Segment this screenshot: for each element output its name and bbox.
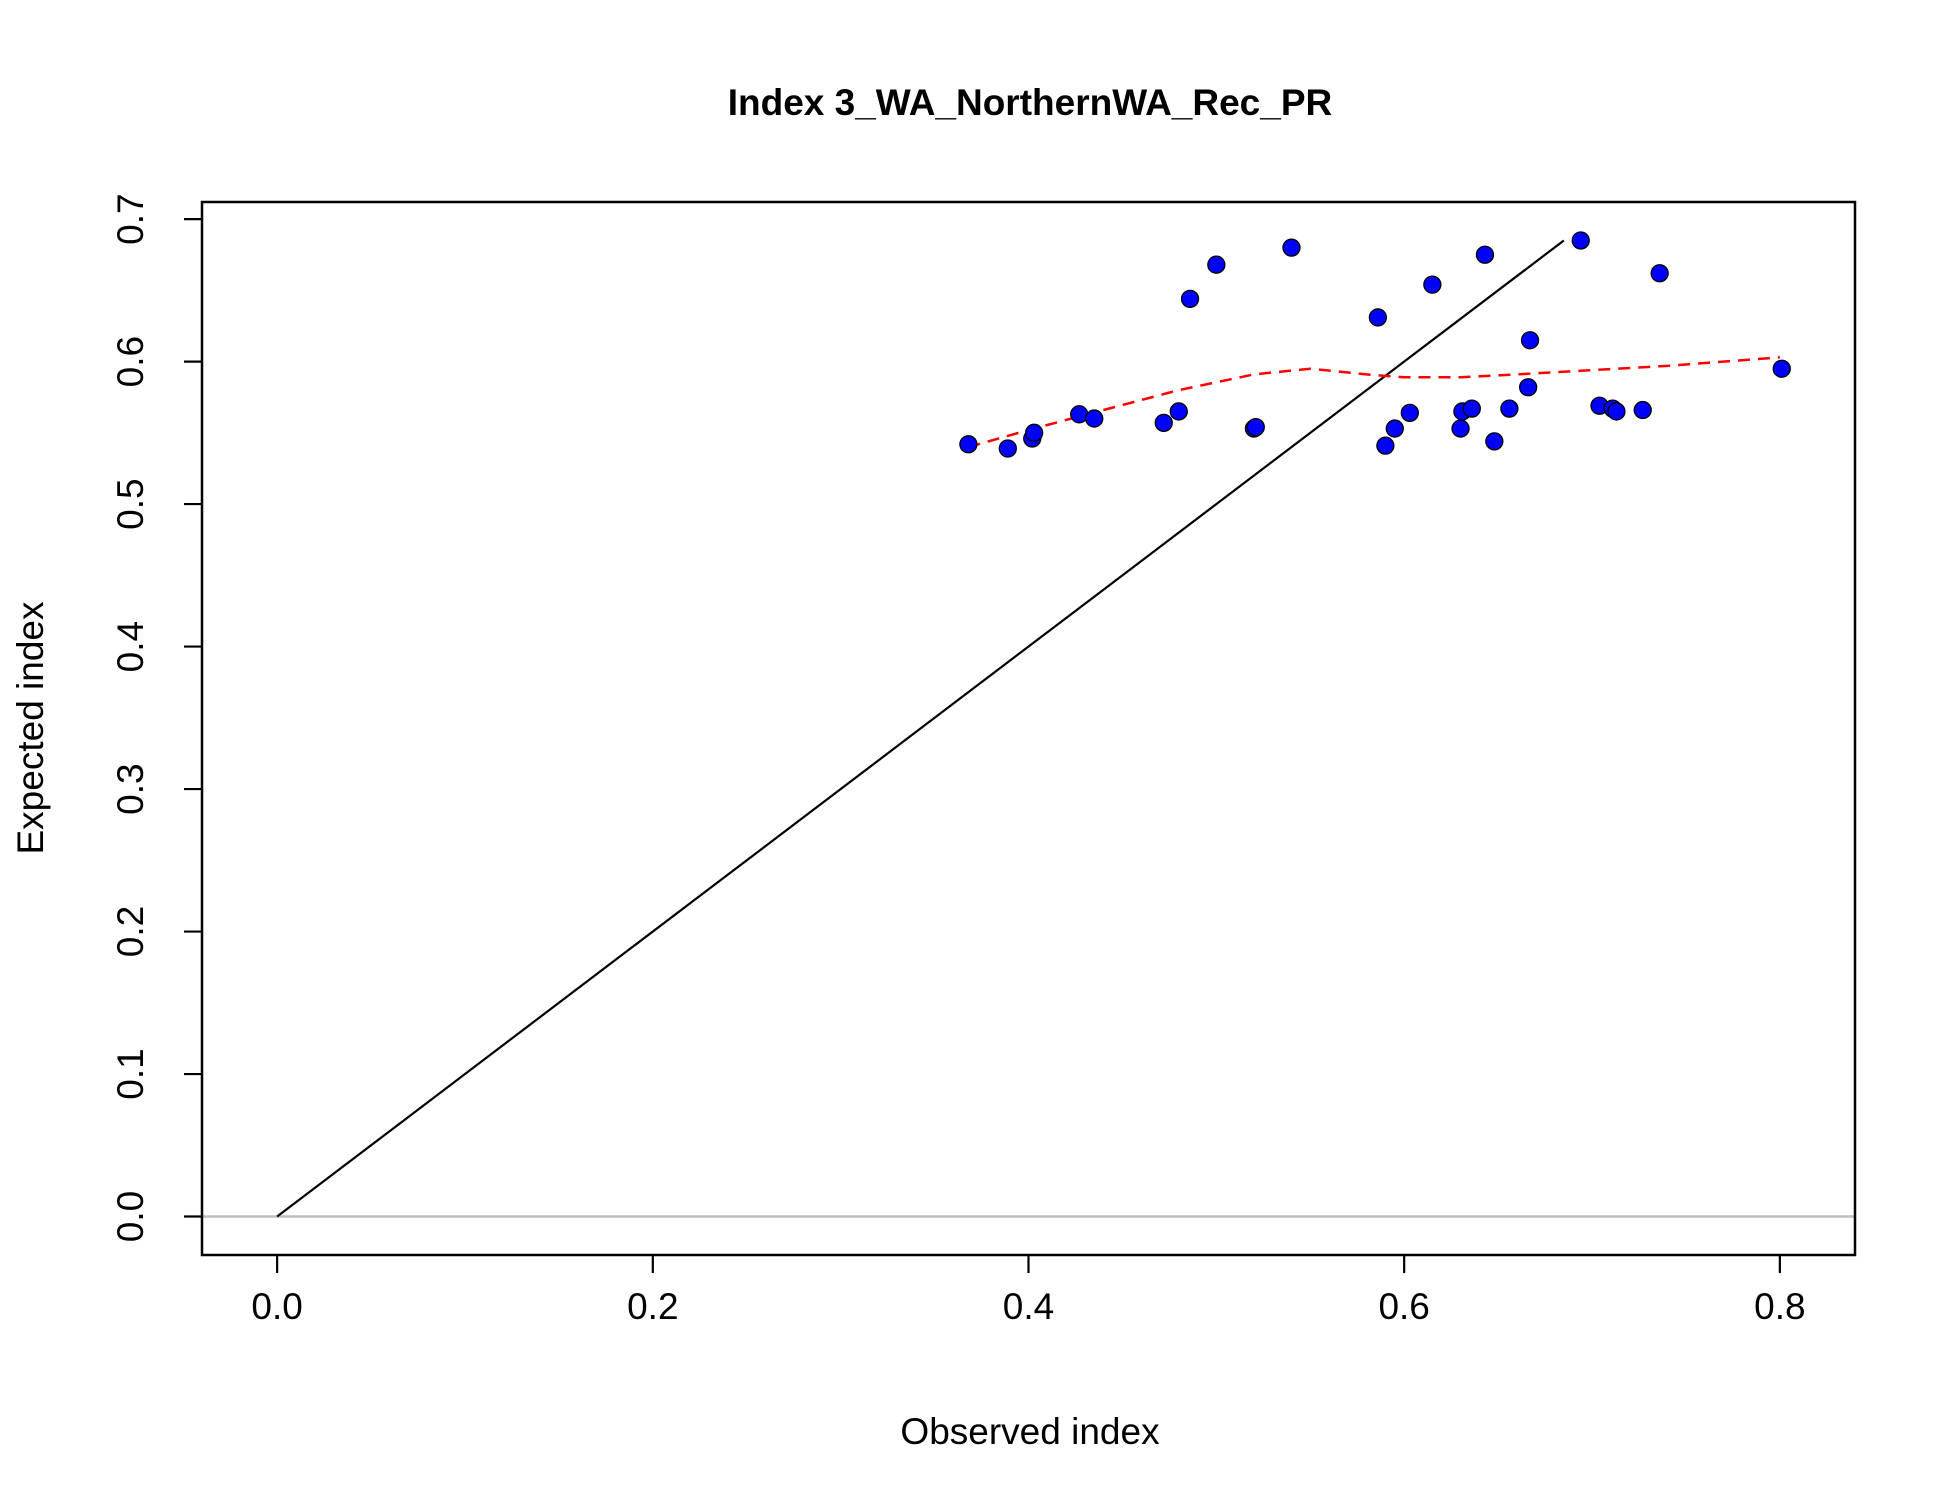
x-tick-label: 0.8 — [1754, 1286, 1805, 1327]
data-point — [998, 439, 1017, 458]
data-point — [1207, 255, 1226, 274]
data-point — [1650, 264, 1669, 283]
y-tick-label: 0.0 — [110, 1191, 151, 1242]
data-point — [1400, 403, 1419, 423]
y-tick-label: 0.2 — [110, 906, 151, 957]
data-point — [1180, 289, 1200, 309]
x-tick-label: 0.6 — [1378, 1286, 1429, 1327]
y-axis: 0.0 0.1 0.2 0.3 0.4 0.5 0.6 0.7 — [110, 193, 202, 1242]
y-axis-label: Expected index — [10, 601, 51, 855]
y-tick-label: 0.5 — [110, 478, 151, 529]
data-point — [1070, 405, 1089, 424]
x-tick-label: 0.0 — [251, 1286, 302, 1327]
data-point — [1520, 331, 1540, 350]
plot-frame — [200, 200, 1857, 1257]
data-point — [1154, 413, 1173, 433]
data-point — [1633, 400, 1652, 420]
plot-area — [202, 231, 1855, 1218]
x-axis: 0.0 0.2 0.4 0.6 0.8 — [251, 1255, 1806, 1327]
data-point — [1519, 378, 1538, 397]
data-point — [1607, 402, 1626, 421]
data-point — [1024, 423, 1044, 442]
data-point — [1571, 231, 1590, 250]
identity-line — [276, 239, 1565, 1218]
y-tick-label: 0.7 — [110, 193, 151, 244]
smoother-line — [968, 356, 1780, 449]
data-point — [1376, 436, 1395, 455]
x-tick-label: 0.2 — [627, 1286, 678, 1327]
x-axis-label: Observed index — [900, 1411, 1160, 1452]
data-point — [1169, 402, 1188, 421]
data-point — [1485, 432, 1504, 451]
data-point — [959, 435, 978, 454]
y-tick-label: 0.3 — [110, 763, 151, 814]
data-point — [1282, 238, 1301, 257]
data-point — [1500, 399, 1519, 418]
data-point — [1368, 308, 1388, 327]
x-tick-label: 0.4 — [1003, 1286, 1054, 1327]
data-point — [1451, 419, 1470, 438]
data-point — [1462, 399, 1481, 418]
data-point — [1085, 409, 1104, 428]
data-point — [1423, 275, 1442, 294]
y-tick-label: 0.1 — [110, 1048, 151, 1099]
data-point — [1475, 245, 1495, 264]
data-point — [1385, 419, 1404, 438]
chart-title: Index 3_WA_NorthernWA_Rec_PR — [728, 82, 1333, 123]
data-point — [1246, 417, 1265, 437]
data-point — [1772, 359, 1791, 378]
y-tick-label: 0.4 — [110, 621, 151, 672]
y-tick-label: 0.6 — [110, 336, 151, 387]
